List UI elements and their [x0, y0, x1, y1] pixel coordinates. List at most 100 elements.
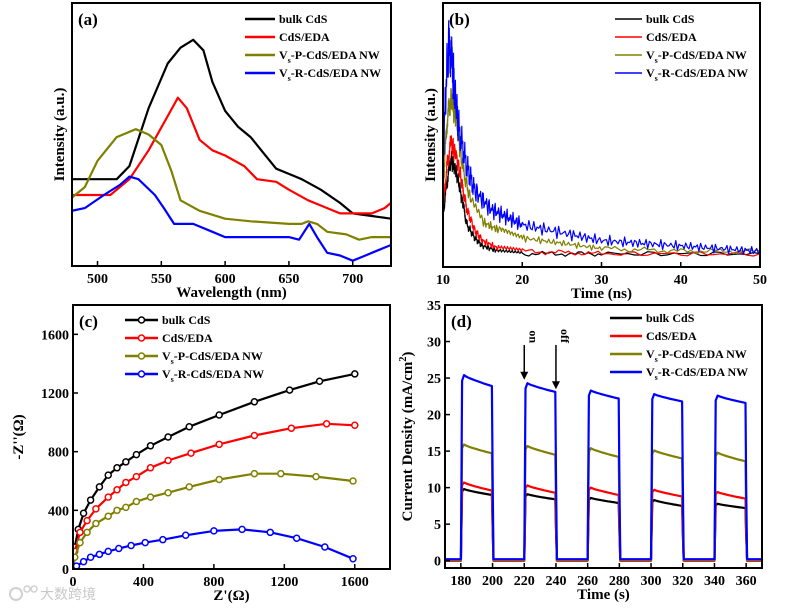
legend-label-rest: -R-CdS/EDA NW — [291, 66, 381, 80]
legend-label-sub: s — [655, 355, 658, 364]
data-point — [215, 440, 223, 449]
data-point — [185, 422, 193, 431]
series-line-2 — [72, 128, 391, 241]
legend-label-sub: s — [171, 375, 174, 384]
data-point — [73, 553, 79, 562]
data-point — [250, 398, 259, 406]
x-axis-title: Wavelength (nm) — [176, 285, 286, 301]
legend-label: V — [279, 48, 288, 62]
legend-label: V — [162, 349, 171, 363]
panel-d: 180 200 220 240 260 280 300 320 340 360 0 5 10 15 20 25… — [398, 299, 763, 603]
y-axis-title-text: Current Density (mA/cm — [400, 361, 416, 521]
legend-entry: Vs-P-CdS/EDA NW — [279, 48, 380, 65]
x-tick-label: 340 — [704, 574, 725, 589]
x-tick-label: 280 — [609, 574, 630, 589]
y-axis-title: Intensity (a.u.) — [52, 88, 68, 182]
data-point — [164, 488, 172, 497]
x-axis-title: Time (s) — [577, 587, 630, 603]
legend-label: bulk CdS — [646, 12, 695, 26]
series-line-2 — [445, 443, 762, 562]
series-line-1 — [443, 135, 760, 257]
legend-entry: Vs-R-CdS/EDA NW — [646, 365, 748, 382]
legend-label: CdS/EDA — [646, 30, 697, 44]
plot-area — [443, 20, 760, 257]
y-tick-label: 15 — [427, 445, 441, 460]
panel-b: 10 20 30 40 50 Time (ns) Intensity (a.u.) (b) bu… — [423, 2, 767, 302]
y-axis-title-end: ) — [400, 352, 416, 357]
panel-c: 0 400 800 1200 1600 0 400 800 1200 1600 Z'(Ω) -Z''(… — [11, 304, 391, 604]
legend-label: V — [646, 347, 655, 361]
arrow-head-icon — [520, 371, 529, 380]
panel-label: (b) — [449, 10, 470, 29]
legend: bulk CdS CdS/EDA Vs-P-CdS/EDA NWVs-R-CdS/E… — [245, 12, 381, 83]
y-tick-label: 400 — [48, 504, 69, 519]
data-point — [321, 543, 329, 551]
data-point — [277, 469, 285, 478]
series-line-0 — [73, 372, 356, 569]
x-tick-label: 500 — [87, 272, 108, 287]
data-point — [122, 503, 130, 512]
legend-label: V — [162, 367, 171, 381]
legend-label-sub: s — [171, 357, 174, 366]
legend-entry: Vs-R-CdS/EDA NW — [279, 66, 381, 83]
x-tick-label: 320 — [672, 574, 693, 589]
data-point — [315, 377, 324, 386]
data-point — [250, 469, 259, 478]
data-point — [292, 534, 301, 542]
x-tick-label: 0 — [70, 575, 77, 590]
legend-label: bulk CdS — [279, 12, 328, 26]
data-point — [104, 493, 112, 501]
x-axis-title: Time (ns) — [571, 286, 632, 302]
y-axis-title: Current Density (mA/cm2) — [398, 352, 416, 522]
data-point — [79, 557, 88, 566]
legend-label-rest: -R-CdS/EDA NW — [174, 367, 264, 381]
data-point — [159, 535, 167, 544]
data-point — [187, 449, 195, 457]
y-tick-label: 5 — [434, 518, 441, 533]
data-point — [83, 516, 91, 525]
data-point — [104, 512, 112, 520]
data-point — [115, 544, 123, 553]
legend-label-sub: s — [288, 56, 291, 65]
data-point — [132, 450, 141, 459]
legend-entry: CdS/EDA — [279, 30, 330, 44]
x-tick-label: 600 — [215, 272, 236, 287]
legend-label-rest: -P-CdS/EDA NW — [174, 349, 263, 363]
x-tick-label: 20 — [515, 273, 529, 288]
data-point — [349, 477, 357, 485]
y-tick-label: 1200 — [41, 387, 69, 402]
data-point — [104, 471, 112, 479]
legend-label: CdS/EDA — [162, 331, 213, 345]
legend-entry: bulk CdS — [162, 313, 211, 327]
data-point — [349, 554, 357, 563]
plot-area — [445, 374, 762, 562]
annotation-on: on — [526, 330, 540, 343]
x-axis-title: Z'(Ω) — [213, 588, 249, 604]
arrow-head-icon — [551, 381, 560, 390]
series-line-3 — [445, 374, 762, 561]
data-point — [322, 420, 331, 428]
plot-area — [73, 370, 359, 569]
y-axis-title: Intensity (a.u.) — [423, 88, 439, 182]
series-line-3 — [73, 528, 354, 569]
series-line-1 — [445, 481, 762, 562]
data-point — [113, 506, 121, 515]
data-point — [83, 528, 91, 537]
plot-frame — [72, 304, 391, 570]
data-point — [76, 528, 84, 537]
data-point — [92, 519, 100, 528]
series-line-2 — [443, 87, 760, 255]
data-point — [164, 433, 172, 441]
legend-entry: Vs-P-CdS/EDA NW — [646, 347, 747, 364]
series-line-1 — [72, 96, 391, 215]
y-tick-label: 30 — [427, 336, 441, 351]
legend-label-sub: s — [288, 74, 291, 83]
data-point — [95, 483, 104, 491]
legend-label-rest: -P-CdS/EDA NW — [658, 48, 747, 62]
legend-entry: CdS/EDA — [646, 329, 697, 343]
watermark-logo: 大数跨境 — [9, 585, 96, 603]
legend-label-sub: s — [655, 74, 658, 83]
data-point — [210, 527, 218, 535]
